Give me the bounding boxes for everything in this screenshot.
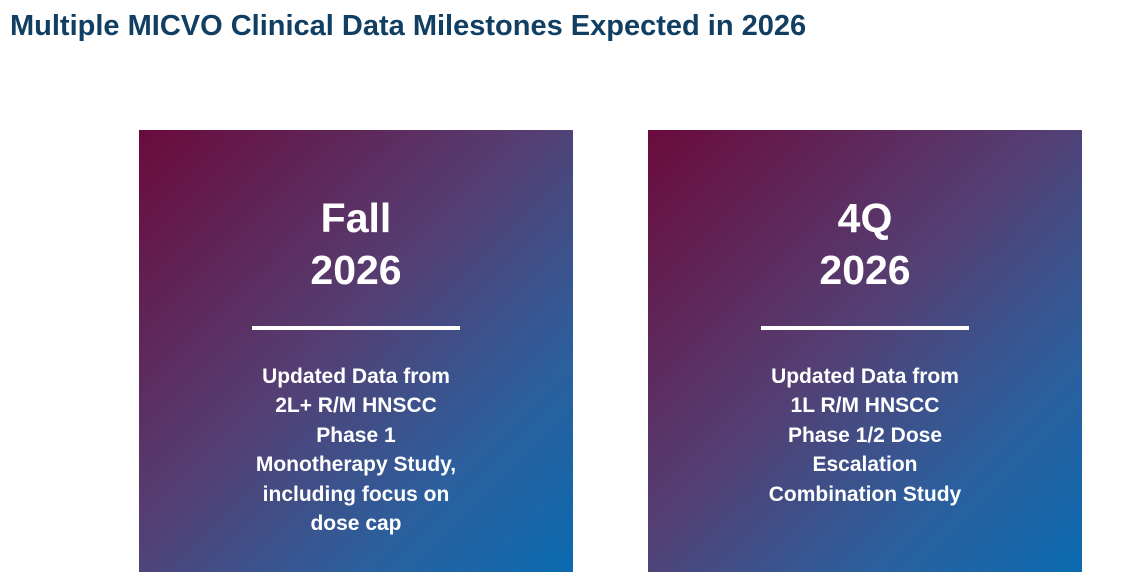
milestone-card-fall-2026: Fall 2026 Updated Data from 2L+ R/M HNSC…	[139, 130, 573, 572]
milestone-heading-line: 2026	[310, 247, 402, 293]
milestone-description-line: Combination Study	[768, 482, 962, 506]
milestone-heading-line: 4Q	[837, 195, 893, 241]
milestone-heading-line: Fall	[320, 195, 392, 241]
milestone-heading-line: 2026	[819, 247, 911, 293]
milestone-description-line: Escalation	[812, 453, 918, 477]
milestone-heading: Fall 2026	[139, 192, 573, 296]
milestone-description-line: 2L+ R/M HNSCC	[275, 394, 437, 418]
milestone-description-line: 1L R/M HNSCC	[790, 394, 940, 418]
milestone-description-line: Updated Data from	[262, 365, 450, 388]
milestone-description: Updated Data from 1L R/M HNSCC Phase 1/2…	[668, 362, 1062, 509]
milestone-description: Updated Data from 2L+ R/M HNSCC Phase 1 …	[159, 362, 553, 538]
milestone-heading: 4Q 2026	[648, 192, 1082, 296]
milestone-description-line: Phase 1	[316, 423, 396, 447]
milestone-card-4q-2026: 4Q 2026 Updated Data from 1L R/M HNSCC P…	[648, 130, 1082, 572]
milestone-divider	[252, 326, 460, 330]
milestone-description-line: Updated Data from	[771, 365, 959, 388]
milestone-description-line: including focus on	[262, 482, 450, 506]
milestone-description-line: dose cap	[310, 512, 402, 536]
page-title: Multiple MICVO Clinical Data Milestones …	[10, 10, 807, 42]
milestone-description-line: Phase 1/2 Dose	[787, 423, 943, 447]
milestone-divider	[761, 326, 969, 330]
milestone-description-line: Monotherapy Study,	[255, 453, 457, 477]
